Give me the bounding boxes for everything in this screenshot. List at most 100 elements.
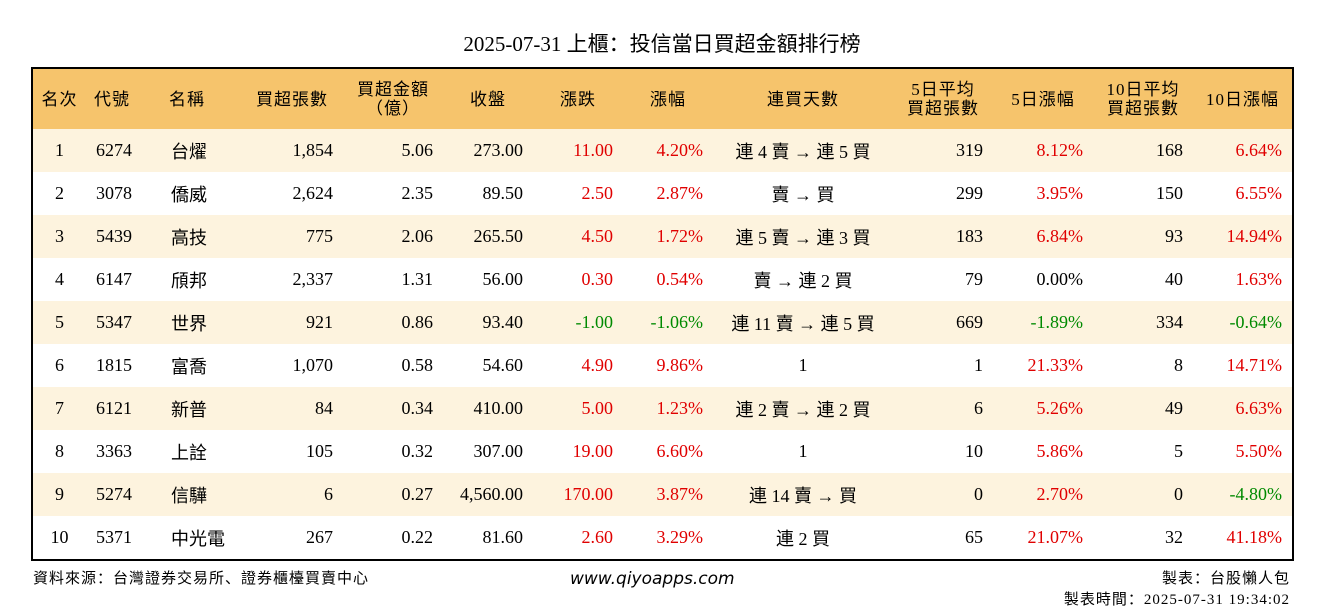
table-cell: 7 [32, 387, 86, 430]
table-cell: 高技 [161, 215, 241, 258]
column-header: 5日平均 買超張數 [893, 68, 993, 129]
table-cell: 世界 [161, 301, 241, 344]
table-cell: 0.30 [581, 269, 614, 289]
table-cell: 連 2 買 [776, 528, 830, 549]
table-cell: 150 [1156, 183, 1183, 203]
table-cell: 93 [1093, 215, 1193, 258]
table-cell: 0.34 [343, 387, 443, 430]
table-cell: 0.54% [656, 269, 704, 289]
table-cell: 5347 [86, 301, 161, 344]
table-cell: 4.20% [623, 129, 713, 172]
table-cell: 2.06 [343, 215, 443, 258]
table-cell: 10 [50, 527, 69, 547]
table-cell: 富喬 [171, 356, 207, 377]
column-header: 名次 [32, 68, 86, 129]
table-cell: 6 [241, 473, 343, 516]
table-cell: 賣 → 買 [771, 184, 835, 205]
table-cell: 10 [965, 441, 983, 461]
table-cell: 2.87% [656, 183, 704, 203]
table-cell: 183 [893, 215, 993, 258]
table-cell: 連 4 賣 → 連 5 買 [713, 129, 893, 172]
table-cell: 273.00 [443, 129, 533, 172]
table-cell: 21.07% [1027, 527, 1084, 547]
table-cell: 5 [1174, 441, 1183, 461]
table-cell: 2.60 [581, 527, 614, 547]
table-row: 9 5274 信驊 6 0.27 4,560.00 170.00 3.87% 連 14 賣 → … [32, 473, 1293, 516]
table-cell: 僑威 [171, 184, 207, 205]
table-row: 2 3078 僑威 2,624 2.35 89.50 2.50 2.87% 賣 → 買 299 3.… [32, 172, 1293, 215]
website: www.qiyoapps.com [570, 569, 735, 589]
table-cell: 6.64% [1193, 129, 1293, 172]
table-cell: 6.63% [1193, 387, 1293, 430]
table-cell: 3363 [96, 441, 132, 461]
column-header: 10日平均 買超張數 [1093, 68, 1193, 129]
title: 2025-07-31 上櫃：投信當日買超金額排行榜 [463, 32, 861, 56]
table-cell: 5.26% [993, 387, 1093, 430]
table-cell: 921 [241, 301, 343, 344]
table-cell: 65 [965, 527, 983, 547]
table-cell: 頎邦 [171, 270, 207, 291]
table-cell: 14.71% [1226, 355, 1283, 375]
table-cell: 32 [1165, 527, 1183, 547]
table-cell: 775 [241, 215, 343, 258]
table-body: 1 6274 台燿 1,854 5.06 273.00 11.00 4.20% 連 4 賣 → … [32, 129, 1293, 560]
table-cell: 0.22 [401, 527, 434, 547]
table-cell: 11.00 [533, 129, 623, 172]
table-cell: 14.94% [1193, 215, 1293, 258]
table-cell: 0.58 [401, 355, 434, 375]
table-cell: 0 [1093, 473, 1193, 516]
table-cell: 3078 [96, 183, 132, 203]
table-cell: 6274 [86, 129, 161, 172]
table-cell: 4.50 [533, 215, 623, 258]
table-cell: 105 [306, 441, 333, 461]
table-cell: 168 [1093, 129, 1193, 172]
table-cell: -1.00 [533, 301, 623, 344]
source: 資料來源：台灣證券交易所、證券櫃檯買賣中心 [33, 571, 370, 587]
table-cell: 267 [306, 527, 333, 547]
table-cell: 81.60 [482, 527, 524, 547]
table-cell: 連 11 賣 → 連 5 買 [713, 301, 893, 344]
table-cell: 410.00 [443, 387, 533, 430]
table-cell: 2,337 [292, 269, 334, 289]
table-cell: 中光電 [171, 528, 225, 549]
table-cell: 5 [32, 301, 86, 344]
table-cell: 5.06 [343, 129, 443, 172]
table-cell: 8.12% [993, 129, 1093, 172]
column-header: 5日漲幅 [993, 68, 1093, 129]
table-cell: 1815 [96, 355, 132, 375]
table-cell: 2.50 [581, 183, 614, 203]
table-cell: 5371 [96, 527, 132, 547]
ranking-table: 名次 代號 名稱 買超張數 買超金額 （億） 收盤 漲跌 漲幅 連買天數 5日平均 買超張數 5日漲… [31, 67, 1294, 561]
table-cell: 連 5 賣 → 連 3 買 [713, 215, 893, 258]
table-cell: 79 [965, 269, 983, 289]
table-cell: 6 [55, 355, 64, 375]
table-cell: 連 14 賣 → 買 [713, 473, 893, 516]
table-cell: 265.50 [443, 215, 533, 258]
table-cell: 5274 [86, 473, 161, 516]
table-cell: 6147 [96, 269, 132, 289]
table-cell: 40 [1165, 269, 1183, 289]
table-cell: 4,560.00 [443, 473, 533, 516]
table-cell: 1.23% [623, 387, 713, 430]
table-cell: 2 [55, 183, 64, 203]
table-cell: 0.27 [343, 473, 443, 516]
table-cell: 9 [32, 473, 86, 516]
table-cell: 連 2 賣 → 連 2 買 [713, 387, 893, 430]
table-row: 1 6274 台燿 1,854 5.06 273.00 11.00 4.20% 連 4 賣 → … [32, 129, 1293, 172]
table-cell: 1.72% [623, 215, 713, 258]
table-cell: 0.86 [343, 301, 443, 344]
table-cell: 5.00 [533, 387, 623, 430]
table-cell: -1.89% [993, 301, 1093, 344]
table-cell: 1,070 [292, 355, 334, 375]
table-row: 6 1815 富喬 1,070 0.58 54.60 4.90 9.86% 1 1 21.33% 8 1… [32, 344, 1293, 387]
table-cell: 41.18% [1226, 527, 1283, 547]
table-cell: 台燿 [161, 129, 241, 172]
table-cell: 19.00 [572, 441, 614, 461]
table-cell: 669 [893, 301, 993, 344]
table-cell: 9.86% [656, 355, 704, 375]
table-cell: 上詮 [171, 442, 207, 463]
table-cell: 170.00 [533, 473, 623, 516]
table-cell: 8 [1174, 355, 1183, 375]
table-cell: 6 [893, 387, 993, 430]
